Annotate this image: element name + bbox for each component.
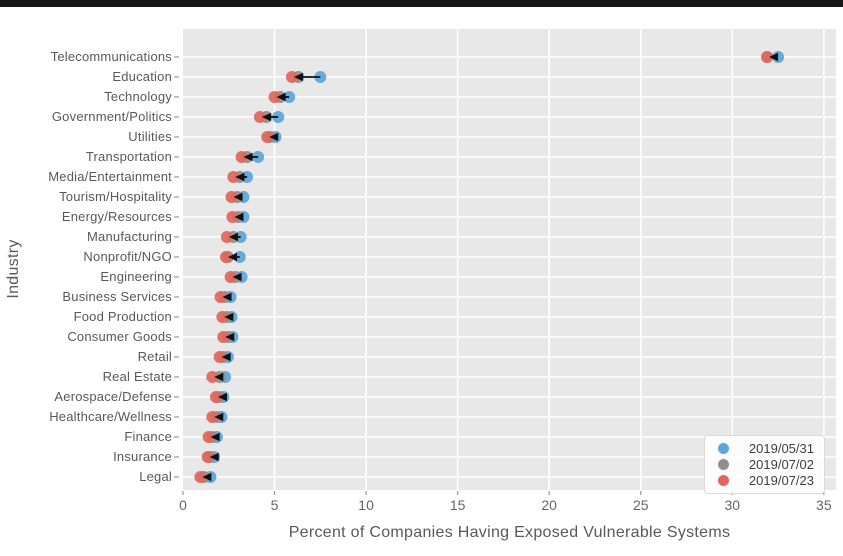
y-tick-label: Utilities [128,129,172,144]
x-tick-label: 15 [449,497,466,513]
data-dot-2019-07-23 [225,191,238,203]
y-tick-label: Education [112,69,172,84]
x-axis-label: Percent of Companies Having Exposed Vuln… [288,524,731,541]
change-arrow-head [228,252,238,262]
legend-label: 2019/07/02 [748,456,814,472]
change-arrow-head [232,272,242,282]
y-tick-label: Aerospace/Defense [54,389,172,404]
legend-label: 2019/07/23 [748,473,814,489]
legend-swatch-red-icon [718,475,729,487]
change-arrow-head [214,372,224,382]
data-dot-2019-07-23 [268,91,281,103]
change-arrow-head [202,472,212,482]
y-tick-label: Insurance [113,449,172,464]
y-axis-tick-labels: Telecommunications Education Technology Gov… [0,29,172,490]
legend-item-2019-05-31: 2019/05/31 [718,440,814,456]
y-tick-label: Telecommunications [50,49,172,64]
data-dot-2019-07-23 [217,331,230,343]
change-arrow-head [769,52,779,62]
change-arrow-head [209,452,219,462]
y-tick-label: Finance [124,429,172,444]
change-arrow-head [210,432,220,442]
legend-swatch-blue-icon [718,442,729,454]
x-tick-label: 10 [358,497,374,513]
x-tick-label: 5 [270,497,279,513]
legend-item-2019-07-02: 2019/07/02 [718,456,814,472]
data-dot-2019-07-23 [216,311,229,323]
plot-area [174,29,836,495]
data-dot-2019-07-23 [201,451,214,463]
change-arrow-head [243,152,253,162]
y-tick-label: Nonprofit/NGO [83,249,172,264]
data-dot-2019-07-23 [226,211,239,223]
data-dot-2019-07-23 [194,471,207,483]
change-arrow-head [293,72,303,82]
data-dot-2019-07-23 [224,271,237,283]
data-dot-2019-07-23 [261,131,274,143]
dot-plot-canvas [174,29,836,495]
change-arrow-head [224,312,234,322]
y-tick-label: Legal [139,469,172,484]
x-axis-tick-labels: 0 5 10 15 20 25 30 35 [179,497,836,515]
data-dot-2019-07-23 [761,51,774,63]
y-tick-label: Government/Politics [51,109,172,124]
y-tick-label: Healthcare/Wellness [49,409,172,424]
legend: 2019/05/31 2019/07/02 2019/07/23 [704,435,825,494]
y-tick-label: Consumer Goods [67,329,172,344]
data-dot-2019-07-23 [220,231,233,243]
change-arrow-head [225,332,235,342]
change-arrow-head [221,352,231,362]
x-tick-label: 20 [541,497,557,513]
y-tick-label: Engineering [100,269,172,284]
y-tick-label: Technology [104,89,172,104]
y-tick-label: Tourism/Hospitality [59,189,172,204]
change-arrow-head [234,212,244,222]
change-arrow-head [269,132,279,142]
change-arrow-head [222,292,232,302]
y-tick-label: Manufacturing [87,229,172,244]
data-dot-2019-05-31 [272,111,285,123]
top-bar [0,0,843,7]
data-dot-2019-07-23 [206,411,219,423]
change-arrow-head [214,412,224,422]
x-tick-label: 35 [816,497,832,513]
change-arrow-head [233,192,243,202]
legend-label: 2019/05/31 [748,440,814,456]
data-dot-2019-07-23 [214,291,227,303]
y-tick-label: Real Estate [102,369,172,384]
y-tick-label: Food Production [73,309,172,324]
change-arrow-head [235,172,245,182]
x-tick-label: 30 [724,497,741,513]
y-tick-label: Energy/Resources [61,209,172,224]
data-dot-2019-05-31 [314,71,327,83]
change-arrow-head [228,232,238,242]
data-dot-2019-07-23 [220,251,233,263]
x-tick-label: 25 [632,497,649,513]
y-tick-label: Retail [137,349,172,364]
data-dot-2019-07-23 [213,351,226,363]
change-arrow-head [261,112,271,122]
data-dot-2019-07-23 [206,371,219,383]
data-dot-2019-07-23 [285,71,298,83]
data-dot-2019-07-23 [253,111,266,123]
data-dot-2019-07-23 [202,431,215,443]
change-arrow-head [217,392,227,402]
legend-swatch-gray-icon [718,458,729,470]
change-arrow-head [276,92,286,102]
y-tick-label: Media/Entertainment [48,169,172,184]
x-tick-label: 0 [179,497,187,513]
legend-item-2019-07-23: 2019/07/23 [718,473,814,489]
data-dot-2019-07-23 [209,391,222,403]
y-tick-label: Transportation [85,149,172,164]
data-dot-2019-07-23 [235,151,248,163]
y-tick-label: Business Services [62,289,172,304]
data-dot-2019-07-23 [227,171,240,183]
